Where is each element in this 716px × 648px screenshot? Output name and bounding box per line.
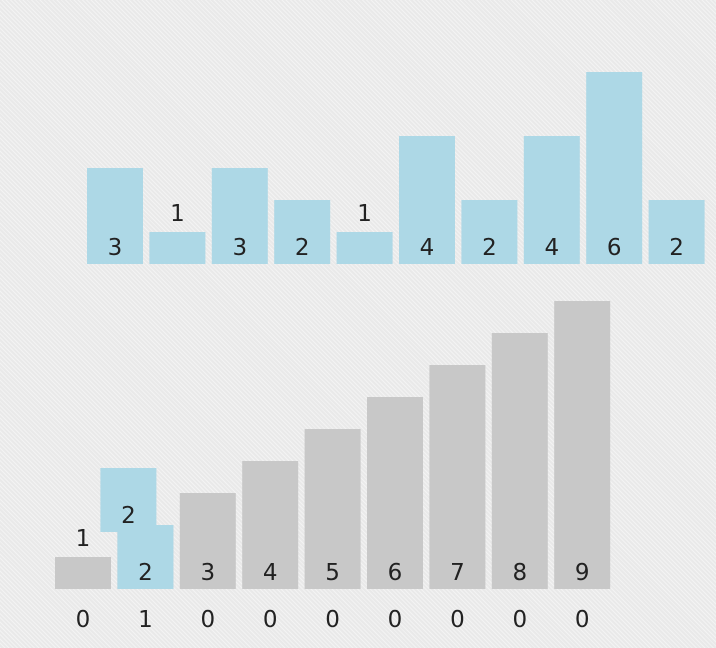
highlight-bar <box>100 468 157 532</box>
input-bar-label: 4 <box>420 235 435 261</box>
background-bar-label: 7 <box>450 560 465 586</box>
bottom-count-label: 0 <box>512 607 527 633</box>
input-bar <box>461 200 518 264</box>
background-bar <box>304 429 361 589</box>
input-bar <box>87 168 143 264</box>
input-bar <box>336 232 393 264</box>
background-bar-label: 4 <box>263 560 278 586</box>
background-bar-label: 8 <box>512 560 527 586</box>
input-bar <box>523 136 580 264</box>
input-bar-label: 3 <box>232 235 247 261</box>
bottom-count-label: 0 <box>200 607 215 633</box>
count-array-chart: 1 2 3 4 5 6 7 8 9 2 0 1 0 0 0 0 0 0 0 <box>55 301 611 633</box>
background-bar-label: 5 <box>325 560 340 586</box>
background-bar <box>429 365 486 589</box>
bottom-count-label: 0 <box>575 607 590 633</box>
input-bar <box>586 72 643 264</box>
background-bar <box>179 493 236 589</box>
highlight-bar-label: 2 <box>121 503 136 529</box>
input-bar-label: 1 <box>170 201 185 227</box>
background-bar <box>242 461 299 589</box>
bottom-count-label: 0 <box>263 607 278 633</box>
background-bar-label: 1 <box>76 526 91 552</box>
background-bar <box>55 557 111 589</box>
input-bar <box>149 232 206 264</box>
bottom-count-label: 0 <box>388 607 403 633</box>
input-array-chart: 3 1 3 2 1 4 2 4 6 2 <box>87 72 705 264</box>
input-bar-label: 2 <box>482 235 497 261</box>
highlight-bar <box>117 525 174 589</box>
background-bar <box>554 301 611 589</box>
background-bar-label: 3 <box>200 560 215 586</box>
bottom-count-label: 0 <box>76 607 91 633</box>
input-bar <box>648 200 705 264</box>
input-bar-label: 3 <box>108 235 123 261</box>
bottom-count-label: 0 <box>325 607 340 633</box>
background-bar-label: 6 <box>388 560 403 586</box>
background-bar <box>367 397 423 589</box>
input-bar-label: 6 <box>607 235 622 261</box>
input-bar <box>211 168 268 264</box>
input-bar-label: 4 <box>544 235 559 261</box>
input-bar-label: 2 <box>295 235 310 261</box>
input-bar-label: 1 <box>357 201 372 227</box>
background-bar-label: 2 <box>138 560 153 586</box>
input-bar <box>399 136 455 264</box>
background-bar-label: 9 <box>575 560 590 586</box>
bottom-count-label: 0 <box>450 607 465 633</box>
bottom-count-label: 1 <box>138 607 153 633</box>
input-bar <box>274 200 331 264</box>
background-bar <box>491 333 548 589</box>
input-bar-label: 2 <box>669 235 684 261</box>
